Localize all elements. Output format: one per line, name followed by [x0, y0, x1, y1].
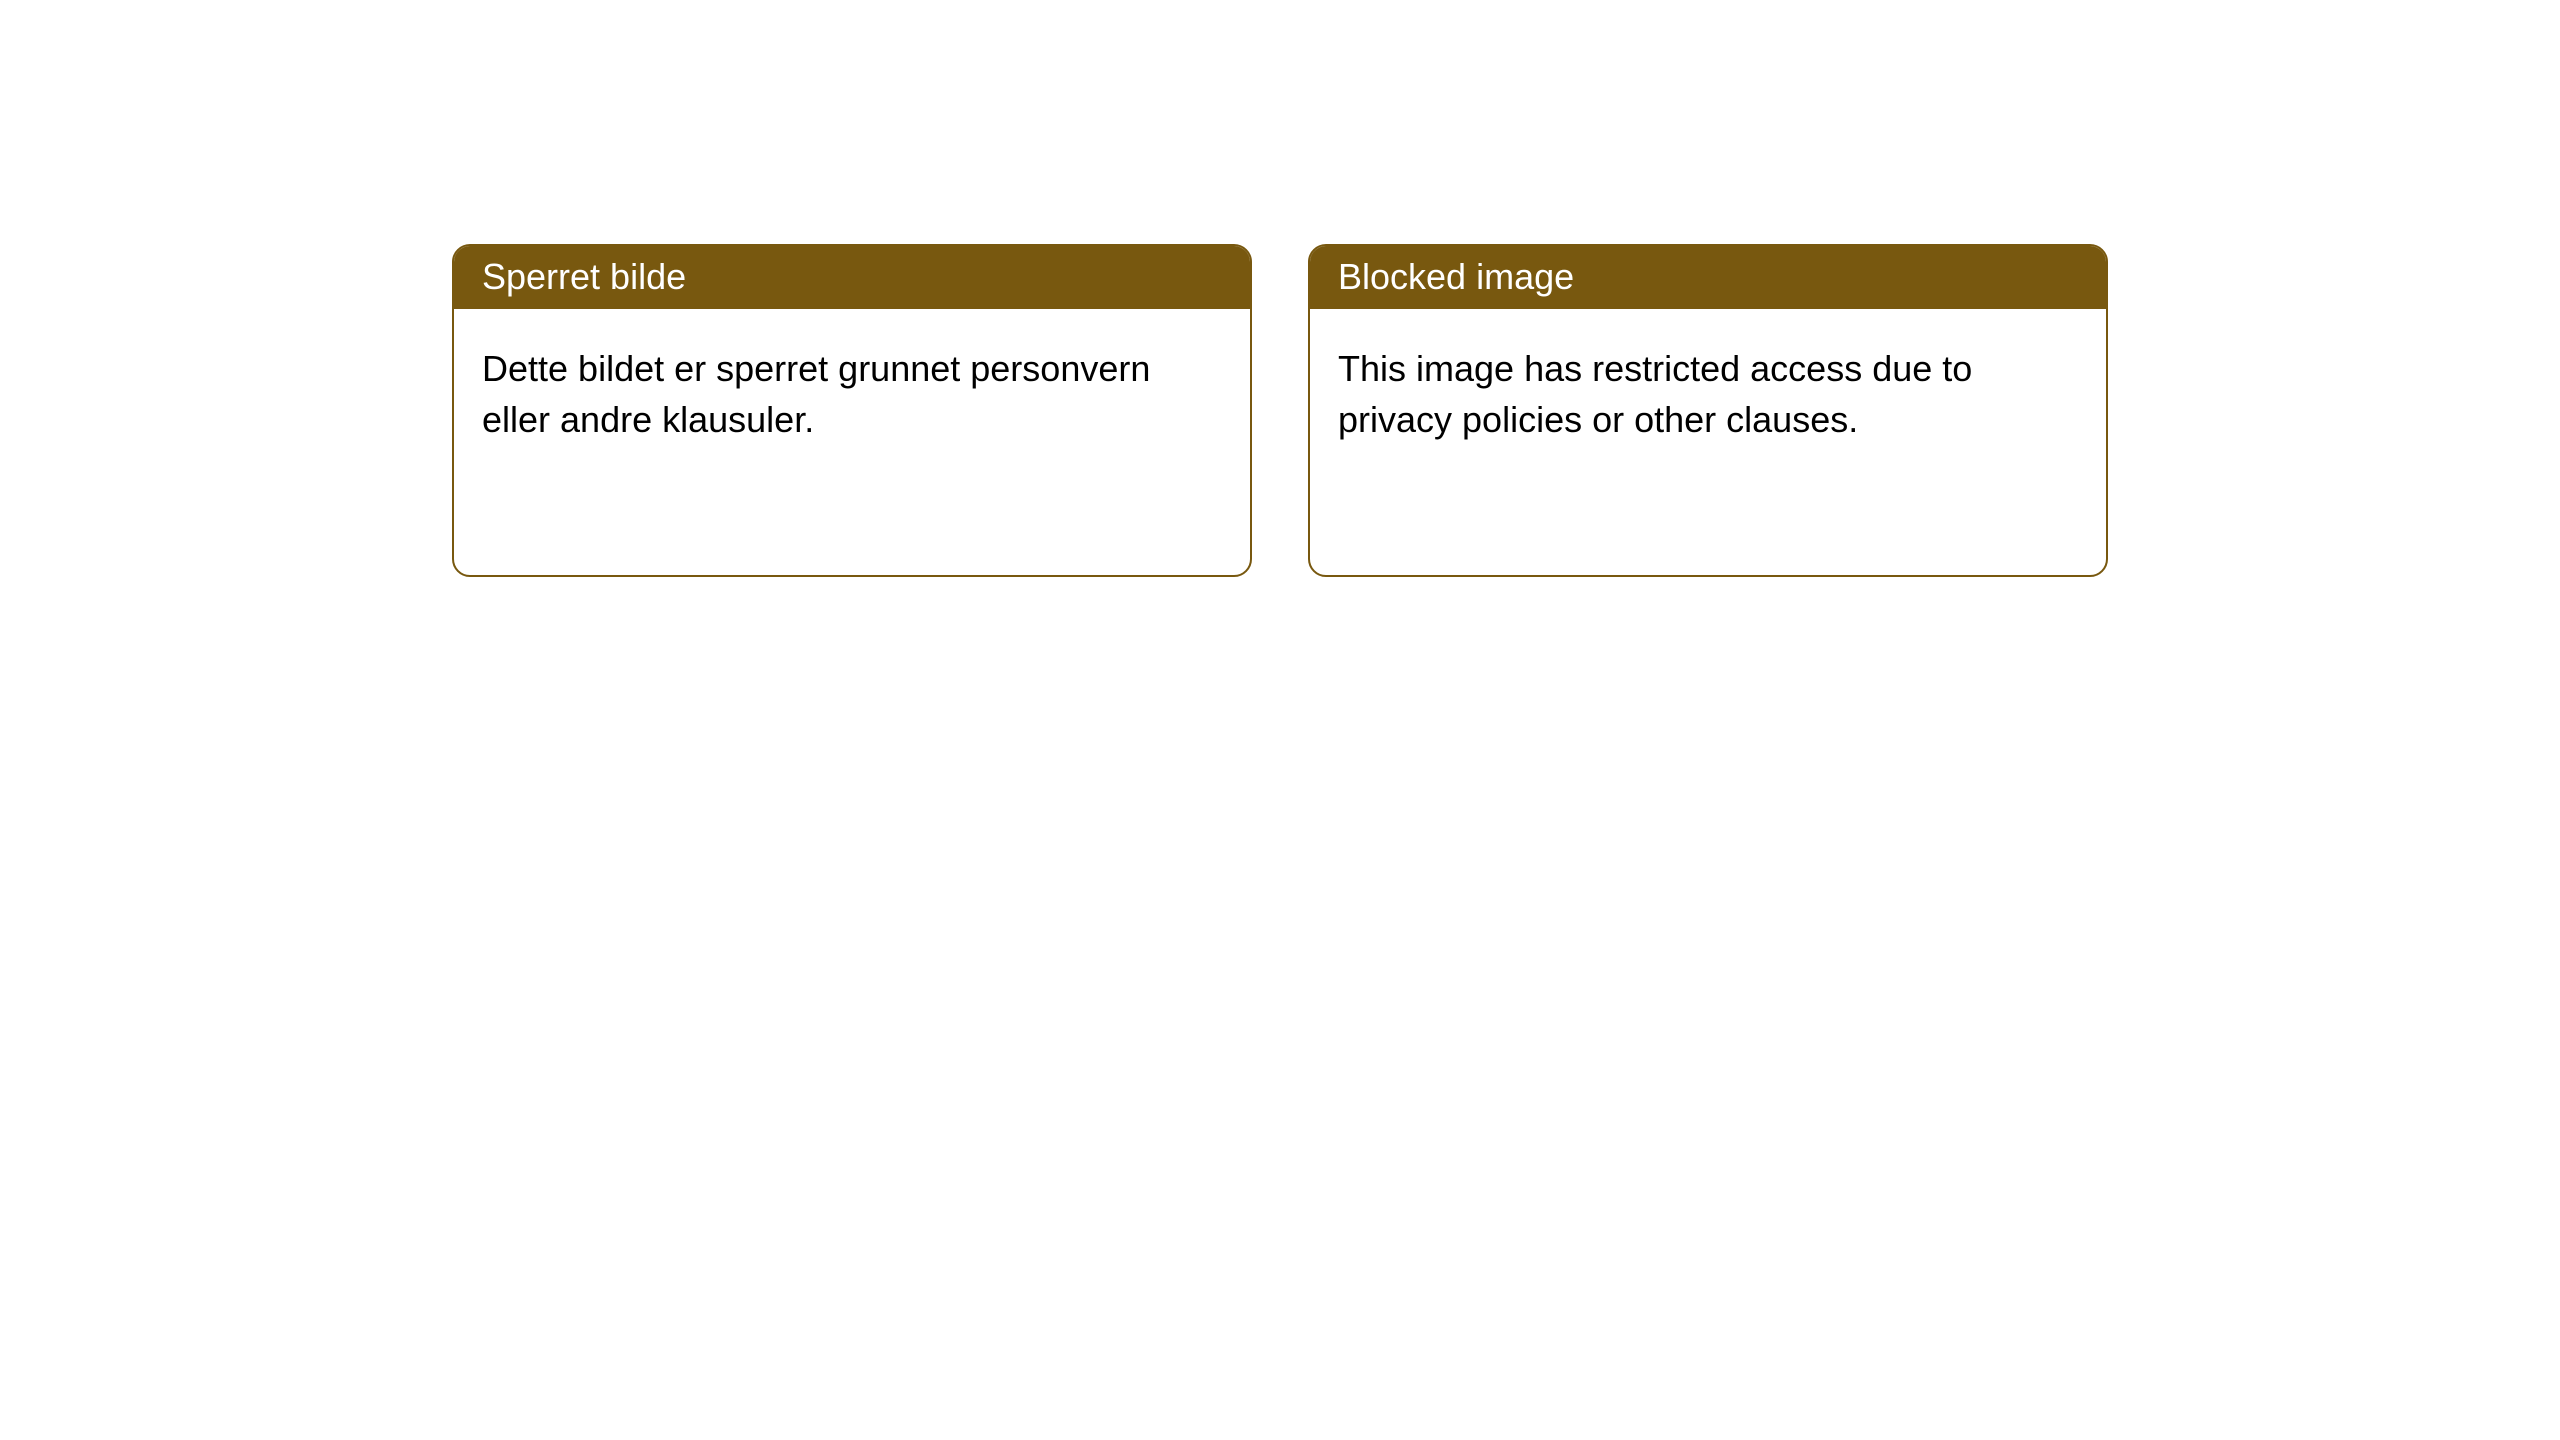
notice-card-norwegian: Sperret bilde Dette bildet er sperret gr… — [452, 244, 1252, 577]
notice-body: Dette bildet er sperret grunnet personve… — [454, 309, 1250, 479]
notice-container: Sperret bilde Dette bildet er sperret gr… — [452, 244, 2108, 577]
notice-header: Sperret bilde — [454, 246, 1250, 309]
notice-header: Blocked image — [1310, 246, 2106, 309]
notice-body: This image has restricted access due to … — [1310, 309, 2106, 479]
notice-card-english: Blocked image This image has restricted … — [1308, 244, 2108, 577]
